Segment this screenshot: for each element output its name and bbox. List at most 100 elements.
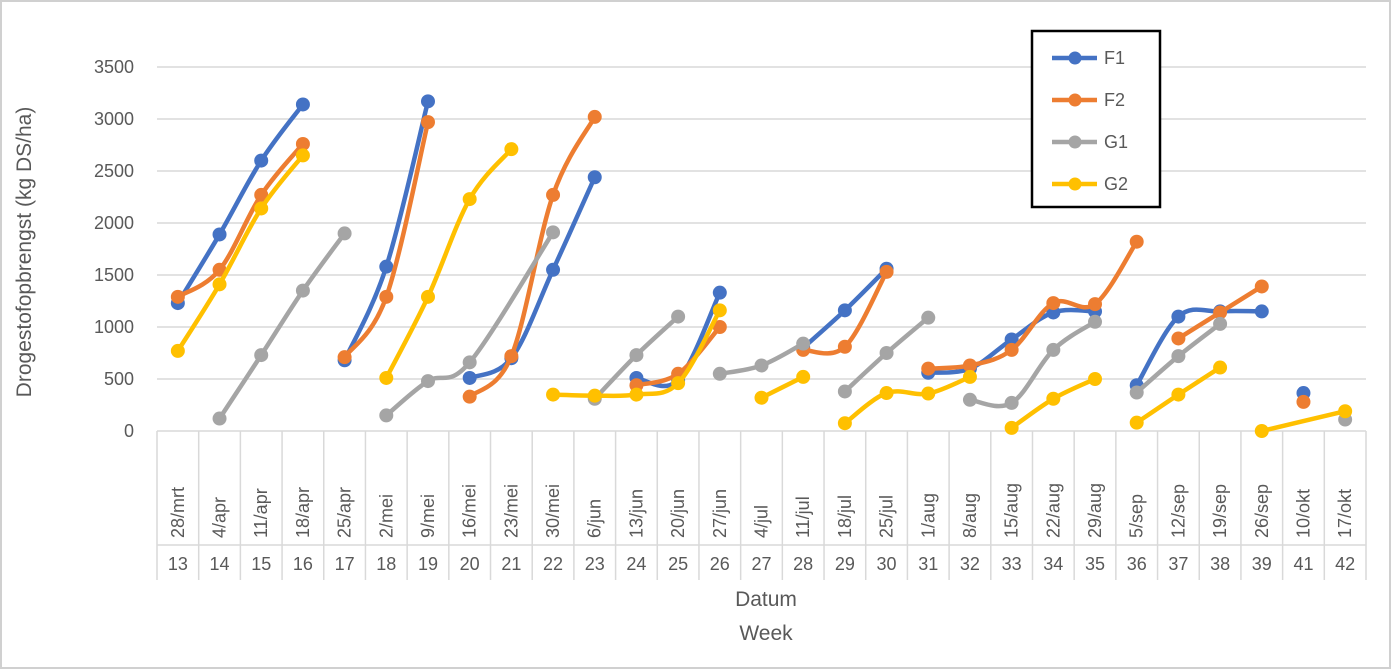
data-point-g2: [712, 303, 727, 318]
x-tick-label-week: 25: [668, 554, 688, 574]
x-axis-title-week: Week: [739, 622, 793, 645]
data-point-g2: [1129, 415, 1144, 430]
series-line-f2: [342, 119, 431, 360]
data-point-g1: [1088, 314, 1103, 329]
series-line-f2: [175, 141, 306, 300]
series-line-f1: [467, 174, 597, 381]
data-point-f2: [212, 262, 227, 277]
x-tick-label-week: 26: [710, 554, 730, 574]
data-point-g2: [504, 142, 519, 157]
x-tick-label-week: 30: [877, 554, 897, 574]
data-point-f2: [1129, 234, 1144, 249]
x-tick-label-week: 29: [835, 554, 855, 574]
x-tick-label-week: 31: [918, 554, 938, 574]
x-tick-label-date: 11/apr: [251, 488, 271, 538]
data-point-g1: [337, 226, 352, 241]
data-point-f2: [1088, 297, 1103, 312]
y-tick-label: 3500: [94, 57, 134, 77]
data-point-f1: [837, 303, 852, 318]
data-point-g1: [546, 225, 561, 240]
data-point-g2: [1213, 360, 1228, 375]
data-point-g1: [1004, 395, 1019, 410]
x-tick-label-date: 18/jul: [835, 495, 855, 538]
data-point-g2: [754, 390, 769, 405]
series-f2: [170, 109, 1311, 409]
x-tick-label-week: 41: [1293, 554, 1313, 574]
data-point-g1: [1129, 385, 1144, 400]
x-tick-label-date: 16/mei: [460, 484, 480, 538]
x-tick-label-date: 8/aug: [960, 493, 980, 538]
x-tick-label-date: 10/okt: [1293, 489, 1313, 538]
x-tick-label-date: 26/sep: [1252, 484, 1272, 538]
x-tick-label-date: 9/mei: [418, 494, 438, 538]
data-point-g2: [379, 370, 394, 385]
x-tick-label-date: 4/jul: [752, 505, 772, 538]
series-line-f1: [1134, 307, 1265, 388]
y-tick-label: 1000: [94, 317, 134, 337]
legend-box: [1030, 29, 1162, 209]
x-tick-label-date: 25/apr: [335, 487, 355, 538]
legend-label-g1: G1: [1104, 132, 1128, 152]
data-point-f2: [170, 289, 185, 304]
data-point-g2: [587, 388, 602, 403]
data-point-f2: [420, 115, 435, 130]
x-tick-label-date: 12/sep: [1168, 484, 1188, 538]
data-point-f2: [712, 320, 727, 334]
data-point-f1: [254, 153, 269, 168]
data-point-g2: [671, 376, 686, 391]
x-tick-label-date: 2/mei: [376, 494, 396, 538]
data-point-g1: [671, 309, 686, 324]
x-tick-label-week: 33: [1002, 554, 1022, 574]
data-point-g2: [1171, 387, 1186, 402]
x-tick-label-week: 23: [585, 554, 605, 574]
x-tick-label-week: 17: [335, 554, 355, 574]
data-point-f1: [1254, 304, 1269, 319]
data-point-f1: [1004, 332, 1019, 347]
data-point-g1: [962, 392, 977, 407]
x-tick-label-date: 29/aug: [1085, 483, 1105, 538]
data-point-f2: [1213, 305, 1228, 320]
data-point-g1: [629, 348, 644, 363]
x-axis: 28/mrt 13 4/apr 14 11/apr 15 18/apr 16 25/apr 17 2…: [156, 430, 1367, 580]
x-tick-label-week: 34: [1043, 554, 1063, 574]
data-point-f1: [1171, 309, 1186, 324]
data-point-f2: [546, 187, 561, 202]
series-lines: [170, 94, 1353, 438]
data-point-g1: [1046, 342, 1061, 357]
series-line-g1: [217, 231, 347, 421]
data-point-g2: [212, 277, 227, 292]
data-point-f2: [254, 187, 269, 202]
x-tick-label-date: 23/mei: [501, 484, 521, 538]
data-point-g2: [1254, 424, 1269, 438]
data-point-f2: [295, 136, 310, 151]
data-point-f2: [337, 350, 352, 365]
series-g2: [170, 142, 1353, 438]
legend-label-f2: F2: [1104, 90, 1125, 110]
data-point-g1: [212, 411, 227, 426]
x-tick-label-date: 25/jul: [877, 495, 897, 538]
x-tick-label-week: 28: [793, 554, 813, 574]
data-point-g2: [962, 369, 977, 384]
x-tick-label-date: 13/jun: [626, 489, 646, 538]
data-point-f2: [1254, 279, 1269, 294]
x-tick-label-date: 30/mei: [543, 484, 563, 538]
data-point-f2: [1046, 296, 1061, 311]
data-point-f2: [1171, 331, 1186, 346]
x-tick-label-date: 19/sep: [1210, 484, 1230, 538]
series-line-f1: [175, 102, 306, 306]
data-point-g1: [254, 348, 269, 363]
data-point-g2: [879, 386, 894, 401]
series-line-g2: [175, 153, 306, 354]
x-axis-title-date: Datum: [735, 588, 797, 611]
data-point-f1: [546, 262, 561, 277]
data-point-f1: [420, 94, 435, 109]
data-point-f1: [587, 170, 602, 185]
data-point-g1: [837, 384, 852, 399]
y-tick-label: 0: [124, 421, 134, 441]
data-point-g2: [921, 386, 936, 401]
series-line-g2: [384, 146, 514, 381]
x-tick-label-date: 22/aug: [1043, 483, 1063, 538]
data-point-g2: [546, 387, 561, 402]
data-point-g2: [462, 192, 477, 207]
